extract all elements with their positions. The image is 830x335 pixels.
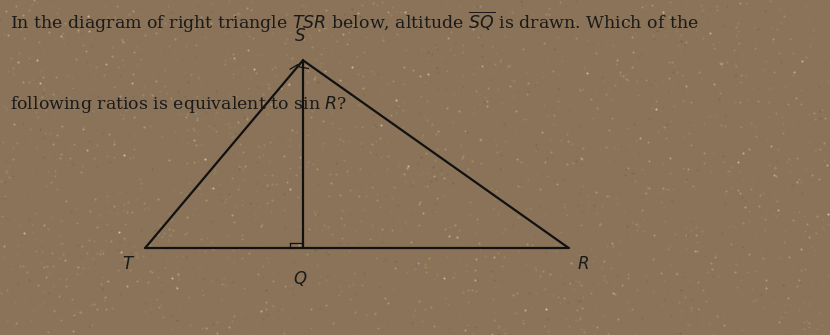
- Text: $S$: $S$: [295, 28, 306, 45]
- Text: $T$: $T$: [122, 256, 135, 273]
- Text: In the diagram of right triangle $TSR$ below, altitude $\overline{SQ}$ is drawn.: In the diagram of right triangle $TSR$ b…: [10, 10, 699, 36]
- Text: $Q$: $Q$: [293, 269, 308, 287]
- Text: following ratios is equivalent to sin $R$?: following ratios is equivalent to sin $R…: [10, 94, 347, 115]
- Text: $R$: $R$: [577, 256, 588, 273]
